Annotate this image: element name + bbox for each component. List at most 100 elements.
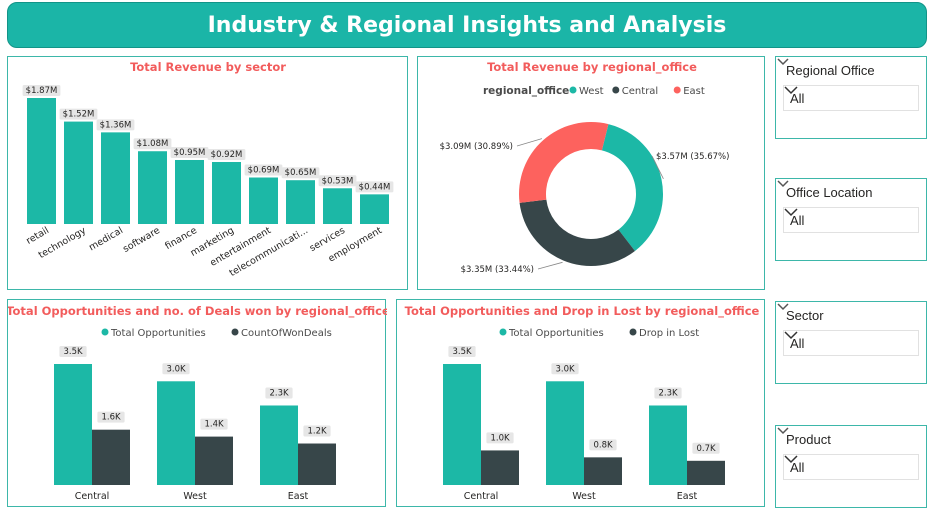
bar [249, 177, 278, 224]
data-label-bg [692, 442, 720, 454]
slicer-dropdown[interactable]: All [783, 330, 919, 356]
bar [481, 450, 519, 485]
donut-slice [519, 199, 635, 266]
data-label-bg [551, 363, 579, 375]
data-label: 3.0K [555, 364, 575, 374]
data-label-bg [654, 387, 682, 399]
revenue-by-sector-chart[interactable]: Total Revenue by sector $1.87M retail $1.5… [7, 56, 408, 290]
slicer-sector[interactable]: Sector All [775, 301, 927, 384]
slicer-value: All [790, 460, 805, 475]
slicer-value: All [790, 213, 805, 228]
chart-title: Total Opportunities and no. of Deals won… [8, 304, 387, 319]
slicer-title: Office Location [786, 185, 873, 200]
bar [546, 381, 584, 485]
bar [92, 429, 130, 485]
legend-marker [629, 328, 637, 336]
bar [286, 180, 315, 224]
legend-marker [231, 328, 239, 336]
slicer-value: All [790, 336, 805, 351]
data-label: $1.36M [100, 120, 132, 130]
bar [687, 460, 725, 485]
data-label: 3.5K [63, 347, 83, 357]
legend-label: East [683, 86, 705, 97]
bar [64, 121, 93, 224]
data-label: 0.8K [593, 440, 613, 450]
legend-label: Total Opportunities [110, 328, 206, 339]
legend-label: West [579, 86, 604, 97]
bar [175, 159, 204, 224]
chevron-down-icon[interactable] [776, 57, 790, 67]
leader-line [651, 155, 664, 180]
chart-title: Total Revenue by regional_office [487, 60, 697, 75]
legend-marker [673, 86, 681, 94]
opportunities-deals-chart[interactable]: Total Opportunities and no. of Deals won… [7, 299, 387, 507]
bar [260, 405, 298, 485]
data-label-bg [59, 108, 98, 120]
chevron-down-icon [784, 331, 798, 340]
legend-title: regional_office [483, 85, 569, 97]
bar [298, 443, 336, 485]
chevron-down-icon[interactable] [776, 302, 790, 312]
x-tick-label: East [677, 491, 698, 502]
data-label: $0.95M [174, 148, 206, 158]
data-label: $1.52M [63, 110, 95, 120]
data-label-bg [22, 85, 61, 96]
data-label: $0.53M [322, 176, 354, 186]
chevron-down-icon[interactable] [776, 179, 790, 189]
data-label-bg [589, 439, 617, 451]
legend-marker [569, 86, 577, 94]
revenue-by-office-svg: Total Revenue by regional_office regiona… [440, 60, 730, 275]
bar [323, 188, 352, 224]
data-label-bg [59, 346, 87, 357]
slicer-dropdown[interactable]: All [783, 454, 919, 480]
x-tick-label: Central [464, 491, 499, 502]
x-tick-label: Central [75, 491, 110, 502]
data-label: $0.65M [285, 168, 317, 178]
x-tick-label: software [121, 225, 162, 255]
slicer-regional-office[interactable]: Regional Office All [775, 56, 927, 139]
opportunities-deals-svg: Total Opportunities and no. of Deals won… [8, 304, 387, 502]
legend-label: Drop in Lost [639, 328, 699, 339]
slicer-dropdown[interactable]: All [783, 85, 919, 111]
data-label-bg [486, 432, 514, 444]
data-label: 3.5K [452, 347, 472, 357]
data-label-bg [162, 363, 190, 375]
bar [54, 364, 92, 485]
slicer-office-location[interactable]: Office Location All [775, 178, 927, 261]
slice-label: $3.35M (33.44%) [461, 265, 534, 275]
opportunities-lost-svg: Total Opportunities and Drop in Lost by … [405, 304, 760, 502]
legend-marker [612, 86, 620, 94]
slice-label: $3.57M (35.67%) [656, 152, 729, 162]
data-label: $0.69M [248, 166, 280, 176]
data-label-bg [265, 387, 293, 399]
legend-label: Central [622, 86, 658, 97]
bar [649, 405, 687, 485]
dashboard-header: Industry & Regional Insights and Analysi… [7, 2, 927, 48]
legend-marker [101, 328, 109, 336]
leader-line [516, 138, 543, 147]
slicer-title: Product [786, 432, 831, 447]
data-label: 3.0K [166, 364, 186, 374]
bar [101, 132, 130, 224]
x-tick-label: West [183, 491, 207, 502]
revenue-by-office-chart[interactable]: Total Revenue by regional_office regiona… [417, 56, 765, 290]
bar [27, 98, 56, 224]
bar [138, 151, 167, 224]
data-label: 2.3K [658, 388, 678, 398]
data-label-bg [448, 346, 476, 357]
slicer-title: Regional Office [786, 63, 875, 78]
donut-slice [601, 124, 663, 252]
bar [195, 436, 233, 485]
bar [212, 162, 241, 224]
opportunities-lost-chart[interactable]: Total Opportunities and Drop in Lost by … [396, 299, 765, 507]
chevron-down-icon[interactable] [776, 426, 790, 436]
slicer-dropdown[interactable]: All [783, 207, 919, 233]
page-title: Industry & Regional Insights and Analysi… [207, 12, 727, 38]
x-tick-label: retail [24, 225, 51, 247]
chevron-down-icon [784, 208, 798, 217]
slicer-value: All [790, 91, 805, 106]
slicer-product[interactable]: Product All [775, 425, 927, 508]
bar [443, 364, 481, 485]
data-label: $0.44M [359, 182, 391, 192]
chart-title: Total Opportunities and Drop in Lost by … [405, 304, 760, 319]
